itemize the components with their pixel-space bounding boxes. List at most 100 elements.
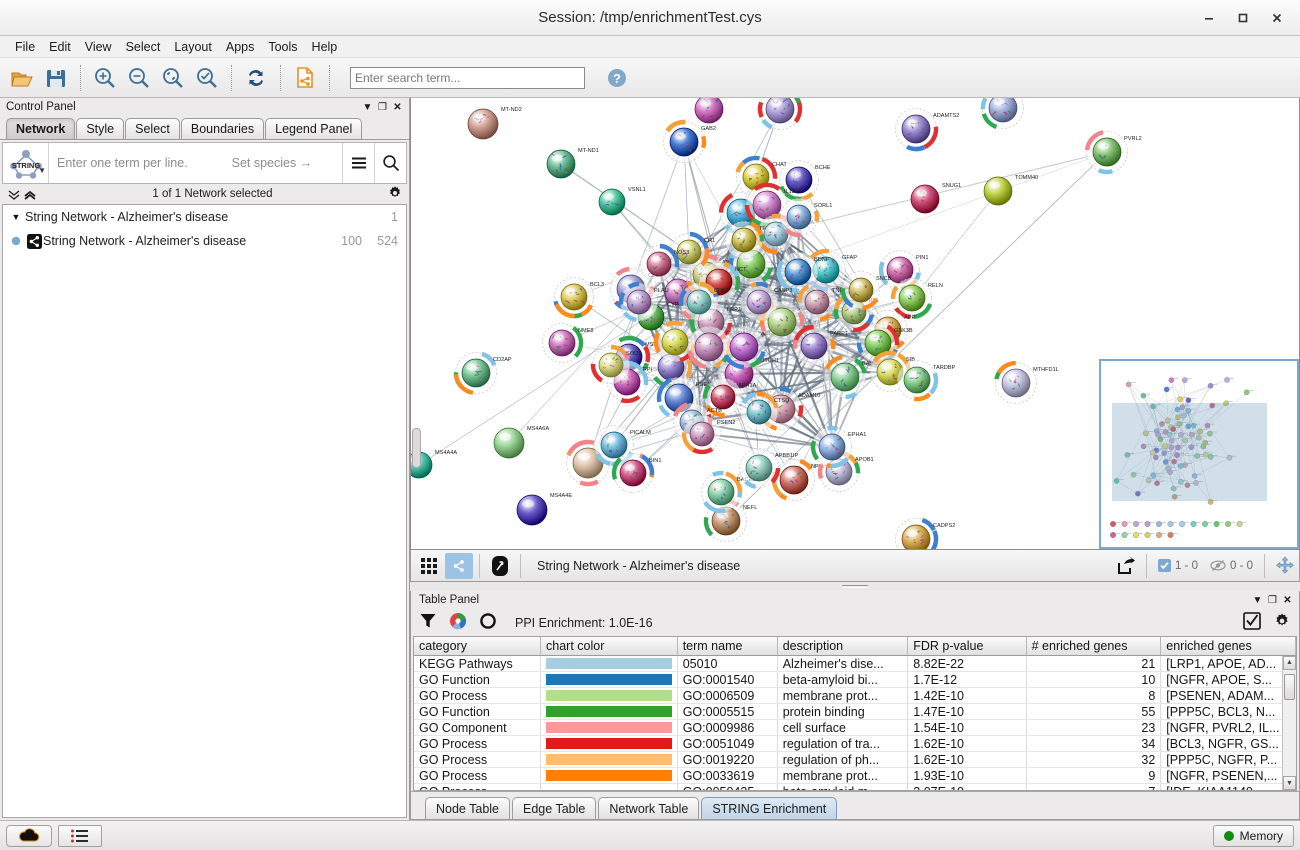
table-row[interactable]: GO Component GO:0009986 cell surface 1.54E-… (414, 719, 1296, 737)
set-species-link[interactable]: Set species → (231, 156, 313, 170)
node-sphere[interactable] (1001, 368, 1031, 398)
node-sphere[interactable] (661, 328, 689, 356)
minimize-button[interactable] (1192, 3, 1226, 33)
tab-edge-table[interactable]: Edge Table (512, 797, 597, 819)
network-node[interactable]: PLAU (618, 281, 669, 322)
column-header-enriched-genes[interactable]: enriched genes (1160, 636, 1296, 657)
control-panel-close-icon[interactable]: ✕ (393, 101, 402, 113)
network-node[interactable]: SNCA (980, 98, 1036, 129)
network-node[interactable]: EPHA1 (810, 425, 867, 469)
collapse-all-icon[interactable] (6, 187, 22, 201)
expand-collapse-icon[interactable]: ▼ (11, 212, 21, 222)
network-node[interactable]: MS4A4E (516, 493, 572, 526)
control-panel-float-icon[interactable]: ❐ (378, 101, 387, 113)
pan-tool-icon[interactable] (1271, 553, 1299, 579)
birds-eye-view[interactable] (1099, 359, 1299, 549)
network-node[interactable]: MTHFD1L (994, 360, 1059, 404)
menu-tools[interactable]: Tools (268, 39, 298, 54)
network-settings-gear-icon[interactable] (387, 185, 403, 204)
network-node[interactable]: PSEN2 (681, 415, 736, 455)
network-node[interactable]: ACHE (723, 326, 777, 370)
help-icon[interactable]: ? (601, 62, 633, 94)
column-header-chart-color[interactable]: chart color (540, 636, 678, 657)
node-sphere[interactable] (983, 176, 1013, 206)
node-sphere[interactable] (461, 358, 491, 388)
cloud-icon[interactable] (6, 824, 52, 847)
maximize-button[interactable] (1226, 3, 1260, 33)
menu-help[interactable]: Help (311, 39, 338, 54)
network-node[interactable]: CTSD (740, 391, 790, 431)
node-sphere[interactable] (467, 108, 499, 140)
network-node[interactable]: GFAP (806, 248, 858, 292)
network-view[interactable]: MT-ND2 MT-ND1 VSNL1 GAB2 FYN INS ADAMTS2 SNCA PV… (410, 98, 1300, 550)
node-sphere[interactable] (903, 366, 931, 394)
node-sphere[interactable] (910, 184, 940, 214)
network-node[interactable]: GAB2 (663, 119, 716, 163)
column-header-category[interactable]: category (414, 636, 541, 657)
menu-view[interactable]: View (84, 39, 112, 54)
enrichment-table-wrapper[interactable]: category chart color term name descripti… (413, 635, 1297, 791)
tab-style[interactable]: Style (76, 118, 125, 139)
network-node[interactable]: CR1 (670, 231, 716, 271)
zoom-fit-network-icon[interactable] (157, 62, 189, 94)
menu-file[interactable]: File (15, 39, 36, 54)
control-panel-dropdown-icon[interactable]: ▼ (362, 101, 373, 113)
network-node[interactable]: SOD1 (590, 344, 642, 384)
node-sphere[interactable] (560, 283, 588, 311)
network-node[interactable]: SNCB (840, 271, 892, 311)
network-tree-child-row[interactable]: String Network - Alzheimer's disease 100… (3, 229, 406, 253)
network-node[interactable]: FYN (694, 98, 737, 124)
network-node[interactable]: APH1A (702, 378, 757, 418)
node-sphere[interactable] (710, 384, 736, 410)
node-sphere[interactable] (804, 289, 830, 315)
menu-select[interactable]: Select (125, 39, 161, 54)
zoom-in-icon[interactable] (89, 62, 121, 94)
expand-all-icon[interactable] (22, 187, 38, 201)
scroll-down-arrow-icon[interactable]: ▼ (1283, 776, 1296, 790)
refresh-icon[interactable] (240, 62, 272, 94)
network-node[interactable]: SNUG1 (910, 183, 961, 214)
network-node[interactable]: MT-ND1 (546, 148, 599, 179)
network-node[interactable]: BCL3 (553, 277, 605, 319)
node-sphere[interactable] (669, 127, 699, 157)
node-sphere[interactable] (548, 329, 576, 357)
network-node[interactable]: NPLP1 (771, 458, 829, 501)
filter-funnel-icon[interactable] (419, 612, 437, 633)
menu-edit[interactable]: Edit (49, 39, 71, 54)
network-node[interactable]: BDNF (776, 252, 830, 294)
export-view-icon[interactable] (1112, 553, 1140, 579)
detach-view-icon[interactable] (486, 553, 514, 579)
table-vertical-scrollbar[interactable]: ▲ ▼ (1282, 655, 1296, 790)
table-row[interactable]: GO Process GO:0050435beta-amyloid m...2.0… (414, 783, 1296, 790)
zoom-fit-selected-icon[interactable] (191, 62, 223, 94)
network-tree-root-row[interactable]: ▼ String Network - Alzheimer's disease 1 (3, 205, 406, 229)
tab-node-table[interactable]: Node Table (425, 797, 511, 819)
zoom-out-icon[interactable] (123, 62, 155, 94)
node-sphere[interactable] (598, 188, 626, 216)
string-dropdown-caret-icon[interactable]: ▼ (38, 166, 46, 175)
table-panel-dropdown-icon[interactable]: ▼ (1252, 594, 1263, 606)
node-sphere[interactable] (746, 289, 772, 315)
node-sphere[interactable] (686, 289, 712, 315)
network-node[interactable]: NME8 (542, 323, 594, 363)
node-sphere[interactable] (800, 332, 828, 360)
table-settings-gear-icon[interactable] (1273, 612, 1291, 633)
close-button[interactable] (1260, 3, 1294, 33)
node-sphere[interactable] (729, 332, 759, 362)
network-node[interactable]: APBB1IP (739, 448, 799, 489)
tab-network[interactable]: Network (6, 118, 76, 139)
table-row[interactable]: KEGG Pathways 05010 Alzheimer's dise... 8.8… (414, 655, 1296, 673)
network-node[interactable]: CDK5 (678, 281, 729, 321)
node-sphere[interactable] (830, 362, 860, 392)
network-node[interactable]: BCHE (779, 160, 831, 202)
network-node[interactable]: CADPS2 (895, 517, 956, 551)
table-row[interactable]: GO Process GO:0051049 regulation of tra...… (414, 735, 1296, 753)
network-node[interactable]: TNF (796, 283, 844, 322)
network-node[interactable]: CASP3 (740, 281, 793, 321)
node-sphere[interactable] (898, 284, 926, 312)
table-row[interactable]: GO Function GO:0005515 protein binding 1.47… (414, 703, 1296, 721)
node-sphere[interactable] (901, 114, 931, 144)
node-sphere[interactable] (546, 149, 576, 179)
select-all-checkbox-icon[interactable] (1243, 612, 1261, 633)
birds-eye-selection-rect[interactable] (1112, 403, 1267, 501)
